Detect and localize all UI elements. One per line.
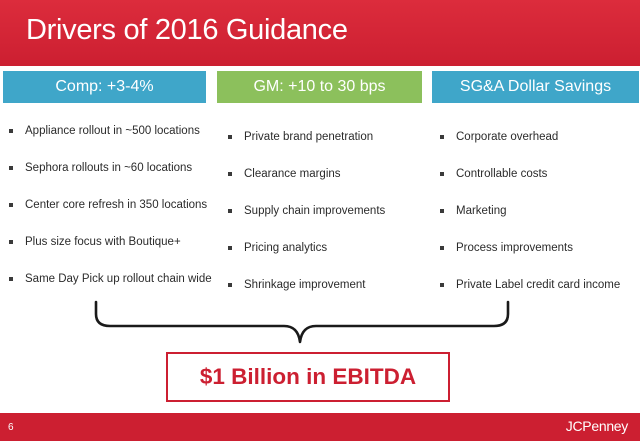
gm-drivers-list: Private brand penetration Clearance marg…: [228, 130, 385, 315]
bullet-icon: [228, 283, 232, 287]
list-item-text: Sephora rollouts in ~60 locations: [25, 162, 193, 174]
list-item-text: Private Label credit card income: [456, 279, 621, 291]
curly-brace-icon: [94, 300, 510, 344]
comp-drivers-list: Appliance rollout in ~500 locations Seph…: [9, 124, 212, 309]
bullet-icon: [440, 135, 444, 139]
bullet-icon: [228, 246, 232, 250]
list-item-text: Shrinkage improvement: [244, 279, 366, 291]
comp-header: Comp: +3-4%: [3, 71, 206, 103]
list-item: Center core refresh in 350 locations: [9, 198, 212, 235]
slide-title: Drivers of 2016 Guidance: [26, 14, 348, 46]
list-item: Corporate overhead: [440, 130, 620, 167]
list-item-text: Supply chain improvements: [244, 205, 386, 217]
sga-drivers-list: Corporate overhead Controllable costs Ma…: [440, 130, 620, 315]
bullet-icon: [9, 277, 13, 281]
list-item-text: Center core refresh in 350 locations: [25, 199, 208, 211]
list-item: Controllable costs: [440, 167, 620, 204]
list-item: Shrinkage improvement: [228, 278, 385, 315]
list-item-text: Process improvements: [456, 242, 573, 254]
bullet-icon: [440, 209, 444, 213]
list-item-text: Same Day Pick up rollout chain wide: [25, 273, 212, 285]
list-item-text: Corporate overhead: [456, 131, 559, 143]
jcpenney-logo: JCPenney: [565, 418, 629, 434]
bullet-icon: [228, 209, 232, 213]
list-item: Private brand penetration: [228, 130, 385, 167]
list-item-text: Clearance margins: [244, 168, 341, 180]
bullet-icon: [9, 166, 13, 170]
list-item: Sephora rollouts in ~60 locations: [9, 161, 212, 198]
list-item-text: Private brand penetration: [244, 131, 374, 143]
list-item-text: Appliance rollout in ~500 locations: [25, 125, 200, 137]
bullet-icon: [9, 240, 13, 244]
list-item-text: Plus size focus with Boutique+: [25, 236, 181, 248]
bullet-icon: [228, 135, 232, 139]
list-item: Same Day Pick up rollout chain wide: [9, 272, 212, 309]
ebitda-summary-text: $1 Billion in EBITDA: [199, 364, 417, 389]
bullet-icon: [440, 246, 444, 250]
list-item: Private Label credit card income: [440, 278, 620, 315]
bullet-icon: [228, 172, 232, 176]
list-item: Process improvements: [440, 241, 620, 278]
bullet-icon: [440, 172, 444, 176]
list-item: Supply chain improvements: [228, 204, 385, 241]
list-item: Marketing: [440, 204, 620, 241]
bullet-icon: [9, 129, 13, 133]
title-bar: Drivers of 2016 Guidance: [0, 0, 640, 66]
footer-bar: 6 JCPenney: [0, 413, 640, 441]
list-item: Appliance rollout in ~500 locations: [9, 124, 212, 161]
sga-header: SG&A Dollar Savings: [432, 71, 639, 103]
bullet-icon: [9, 203, 13, 207]
list-item: Plus size focus with Boutique+: [9, 235, 212, 272]
list-item: Pricing analytics: [228, 241, 385, 278]
list-item-text: Controllable costs: [456, 168, 548, 180]
page-number: 6: [8, 422, 14, 433]
gm-header: GM: +10 to 30 bps: [217, 71, 422, 103]
list-item-text: Marketing: [456, 205, 507, 217]
list-item: Clearance margins: [228, 167, 385, 204]
list-item-text: Pricing analytics: [244, 242, 328, 254]
bullet-icon: [440, 283, 444, 287]
ebitda-summary-box: $1 Billion in EBITDA: [166, 352, 450, 402]
